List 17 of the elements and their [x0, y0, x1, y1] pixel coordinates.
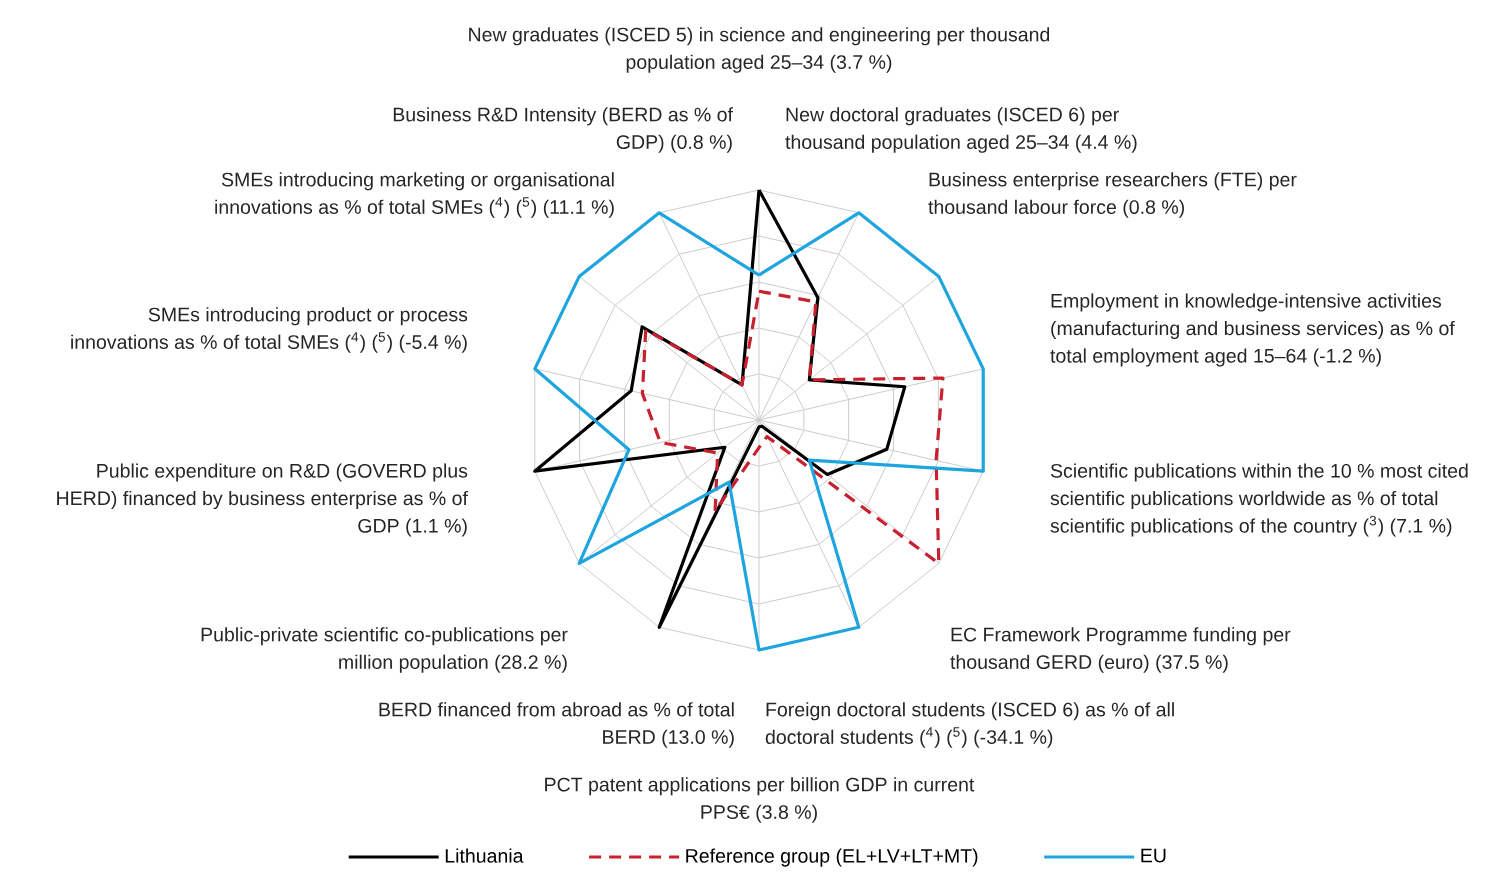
- spoke-label: Business R&D Intensity (BERD as % of GDP) (0.8 %): [393, 107, 734, 154]
- spoke-label: Business enterprise researchers (FTE) per thousand labour force (0.8 %): [928, 172, 1297, 219]
- spoke-label: SMEs introducing product or process innovations as % of total SMEs ($^{4}$) ($^{5}$) (-5.4 %): [71, 307, 468, 354]
- spoke-label: Public expenditure on R&D (GOVERD plus HERD) financed by business enterprise as % of GDP (1.1 %): [57, 463, 468, 537]
- legend-label: Reference group (EL+LV+LT+MT): [686, 848, 978, 867]
- spoke-label: New graduates (ISCED 5) in science and engineering per thousand population aged 25–34 (3.7 %): [469, 27, 1050, 74]
- legend-label: EU: [1141, 849, 1166, 863]
- spoke-label: New doctoral graduates (ISCED 6) per thousand population aged 25–34 (4.4 %): [785, 107, 1137, 154]
- spoke-label: PCT patent applications per billion GDP in current PPS€ (3.8 %): [545, 777, 975, 824]
- spoke-label: SMEs introducing marketing or organisational innovations as % of total SMEs ($^{4}$) ($^{5}$) (11.1 %): [215, 172, 614, 219]
- legend-label: Lithuania: [445, 848, 524, 864]
- spoke-label: EC Framework Programme funding per thousand GERD (euro) (37.5 %): [950, 627, 1291, 674]
- spoke-label: Scientific publications within the 10 % most cited scientific publications worldwide as % of total scientific publications of the country ($^{3}$) (7.1 %): [1050, 463, 1468, 537]
- spoke-label: BERD financed from abroad as % of total BERD (13.0 %): [379, 702, 734, 749]
- spoke-label: Public-private scientific co-publications per million population (28.2 %): [201, 627, 568, 674]
- spoke-label: Foreign doctoral students (ISCED 6) as % of all doctoral students ($^{4}$) ($^{5}$) (-34.1 %): [765, 702, 1174, 749]
- spoke-label: Employment in knowledge-intensive activities (manufacturing and business services) as % of total employment aged 15–64 (-1.2 %): [1050, 293, 1455, 367]
